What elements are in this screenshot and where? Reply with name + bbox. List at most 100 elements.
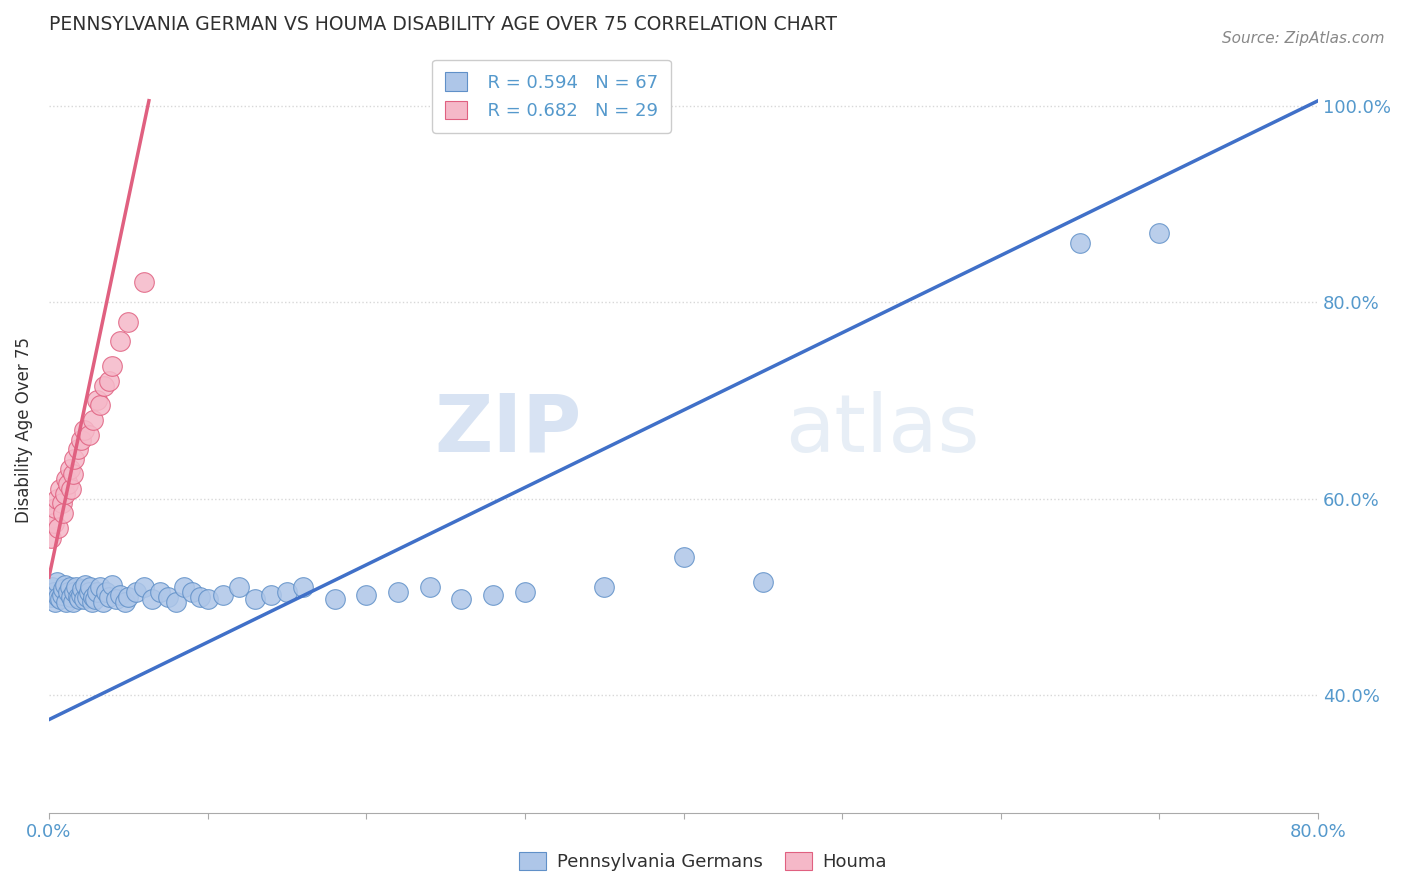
Point xyxy=(62,595,84,609)
Point xyxy=(75,578,97,592)
Point xyxy=(86,393,108,408)
Point xyxy=(94,585,117,599)
Point xyxy=(752,575,775,590)
Point xyxy=(114,595,136,609)
Point xyxy=(51,588,73,602)
Point xyxy=(52,506,75,520)
Point xyxy=(53,578,76,592)
Point xyxy=(104,591,127,606)
Point xyxy=(56,585,79,599)
Text: PENNSYLVANIA GERMAN VS HOUMA DISABILITY AGE OVER 75 CORRELATION CHART: PENNSYLVANIA GERMAN VS HOUMA DISABILITY … xyxy=(49,15,837,34)
Point xyxy=(260,588,283,602)
Y-axis label: Disability Age Over 75: Disability Age Over 75 xyxy=(15,337,32,523)
Point xyxy=(156,590,179,604)
Point xyxy=(387,585,409,599)
Point xyxy=(91,595,114,609)
Point xyxy=(60,482,83,496)
Point xyxy=(197,591,219,606)
Point xyxy=(323,591,346,606)
Point xyxy=(49,591,72,606)
Point xyxy=(66,590,89,604)
Point xyxy=(291,580,314,594)
Point xyxy=(86,585,108,599)
Point xyxy=(1149,227,1171,241)
Point xyxy=(110,334,132,349)
Point xyxy=(49,482,72,496)
Point xyxy=(62,467,84,481)
Point xyxy=(82,413,104,427)
Point xyxy=(53,486,76,500)
Point xyxy=(41,511,63,525)
Point xyxy=(419,580,441,594)
Legend: Pennsylvania Germans, Houma: Pennsylvania Germans, Houma xyxy=(512,845,894,879)
Point xyxy=(276,585,298,599)
Point xyxy=(1069,236,1091,251)
Point xyxy=(67,591,90,606)
Point xyxy=(82,590,104,604)
Point xyxy=(180,585,202,599)
Point xyxy=(482,588,505,602)
Point xyxy=(513,585,536,599)
Point xyxy=(134,580,156,594)
Point xyxy=(51,496,73,510)
Point xyxy=(77,427,100,442)
Point xyxy=(101,578,124,592)
Point xyxy=(73,423,96,437)
Point xyxy=(42,516,65,530)
Point xyxy=(79,580,101,594)
Point xyxy=(593,580,616,594)
Point xyxy=(672,550,695,565)
Point xyxy=(72,582,94,596)
Point xyxy=(44,595,66,609)
Point xyxy=(77,585,100,599)
Point xyxy=(48,521,70,535)
Point xyxy=(58,462,80,476)
Point xyxy=(45,491,67,506)
Point xyxy=(141,591,163,606)
Point xyxy=(245,591,267,606)
Point xyxy=(89,398,111,412)
Point xyxy=(89,580,111,594)
Point xyxy=(63,585,86,599)
Point xyxy=(356,588,378,602)
Text: ZIP: ZIP xyxy=(434,391,582,469)
Point xyxy=(98,590,121,604)
Point xyxy=(134,276,156,290)
Point xyxy=(117,315,139,329)
Point xyxy=(84,591,107,606)
Point xyxy=(66,442,89,457)
Point xyxy=(165,595,187,609)
Point xyxy=(39,531,62,545)
Point xyxy=(65,580,87,594)
Point xyxy=(44,501,66,516)
Point xyxy=(101,359,124,373)
Point xyxy=(60,590,83,604)
Point xyxy=(58,580,80,594)
Point xyxy=(56,476,79,491)
Point xyxy=(63,452,86,467)
Point xyxy=(98,374,121,388)
Point xyxy=(41,580,63,594)
Point xyxy=(93,378,115,392)
Point xyxy=(45,575,67,590)
Point xyxy=(125,585,148,599)
Text: Source: ZipAtlas.com: Source: ZipAtlas.com xyxy=(1222,31,1385,46)
Point xyxy=(73,591,96,606)
Point xyxy=(149,585,172,599)
Point xyxy=(48,590,70,604)
Legend:   R = 0.594   N = 67,   R = 0.682   N = 29: R = 0.594 N = 67, R = 0.682 N = 29 xyxy=(433,60,671,133)
Point xyxy=(42,585,65,599)
Point xyxy=(55,595,77,609)
Point xyxy=(52,582,75,596)
Point xyxy=(188,590,211,604)
Point xyxy=(228,580,250,594)
Point xyxy=(212,588,235,602)
Point xyxy=(69,433,91,447)
Point xyxy=(80,595,103,609)
Point xyxy=(110,588,132,602)
Point xyxy=(76,590,98,604)
Point xyxy=(55,472,77,486)
Point xyxy=(69,588,91,602)
Point xyxy=(117,590,139,604)
Point xyxy=(450,591,472,606)
